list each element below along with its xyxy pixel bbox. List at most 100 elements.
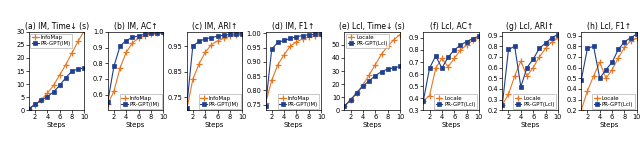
- PR-GPT(IM): [153, 32, 161, 33]
- InfoMap: [305, 36, 312, 38]
- Locale: [347, 99, 355, 101]
- InfoMap: [274, 64, 282, 66]
- X-axis label: Steps: Steps: [284, 122, 303, 128]
- InfoMap: [317, 34, 325, 36]
- InfoMap: [56, 74, 63, 76]
- Locale: [529, 67, 537, 68]
- Locale: [371, 64, 379, 65]
- InfoMap: [135, 37, 143, 39]
- InfoMap: [159, 32, 167, 33]
- Locale: [340, 105, 348, 107]
- Line: PR-GPT(IM): PR-GPT(IM): [264, 32, 323, 108]
- PR-GPT(IM): [214, 35, 221, 37]
- Locale: [589, 75, 597, 77]
- PR-GPT(Lcl): [463, 41, 470, 42]
- PR-GPT(IM): [116, 45, 124, 47]
- Line: PR-GPT(Lcl): PR-GPT(Lcl): [421, 34, 481, 103]
- Legend: InfoMap, PR-GPT(IM): InfoMap, PR-GPT(IM): [278, 94, 319, 109]
- InfoMap: [189, 79, 196, 80]
- PR-GPT(Lcl): [554, 34, 562, 35]
- Line: InfoMap: InfoMap: [184, 31, 245, 113]
- PR-GPT(IM): [56, 85, 63, 86]
- PR-GPT(Lcl): [347, 99, 355, 101]
- PR-GPT(IM): [274, 42, 282, 43]
- Locale: [627, 40, 634, 42]
- PR-GPT(IM): [292, 36, 300, 38]
- PR-GPT(Lcl): [602, 69, 610, 71]
- PR-GPT(Lcl): [451, 49, 458, 51]
- InfoMap: [183, 109, 191, 111]
- Locale: [463, 44, 470, 46]
- PR-GPT(Lcl): [596, 77, 604, 79]
- Locale: [577, 109, 585, 111]
- Line: InfoMap: InfoMap: [104, 30, 166, 107]
- PR-GPT(IM): [122, 40, 130, 41]
- Locale: [365, 74, 373, 76]
- PR-GPT(Lcl): [529, 58, 537, 60]
- InfoMap: [81, 30, 88, 31]
- Locale: [633, 37, 640, 39]
- Legend: Locale, PR-GPT(Lcl): Locale, PR-GPT(Lcl): [434, 94, 477, 109]
- PR-GPT(IM): [31, 104, 39, 105]
- PR-GPT(IM): [81, 67, 88, 69]
- PR-GPT(Lcl): [456, 44, 464, 46]
- Title: (e) Lcl, Time↓ (s): (e) Lcl, Time↓ (s): [339, 22, 405, 31]
- PR-GPT(Lcl): [475, 35, 483, 37]
- Locale: [390, 39, 397, 41]
- Line: InfoMap: InfoMap: [26, 27, 88, 112]
- PR-GPT(IM): [317, 33, 325, 35]
- PR-GPT(Lcl): [359, 85, 367, 87]
- Locale: [614, 57, 622, 59]
- InfoMap: [214, 40, 221, 42]
- PR-GPT(Lcl): [536, 48, 543, 49]
- InfoMap: [153, 33, 161, 34]
- Title: (f) Lcl, AC↑: (f) Lcl, AC↑: [429, 22, 473, 31]
- PR-GPT(IM): [74, 68, 82, 70]
- PR-GPT(IM): [202, 38, 209, 40]
- Line: PR-GPT(Lcl): PR-GPT(Lcl): [500, 32, 560, 107]
- PR-GPT(Lcl): [589, 45, 597, 47]
- PR-GPT(Lcl): [371, 75, 379, 77]
- X-axis label: Steps: Steps: [599, 122, 619, 128]
- Line: PR-GPT(Lcl): PR-GPT(Lcl): [579, 32, 639, 83]
- Locale: [456, 49, 464, 51]
- PR-GPT(IM): [68, 70, 76, 72]
- PR-GPT(Lcl): [523, 67, 531, 68]
- InfoMap: [287, 45, 294, 47]
- InfoMap: [141, 35, 148, 37]
- PR-GPT(IM): [299, 35, 307, 37]
- Locale: [359, 84, 367, 86]
- Locale: [378, 53, 385, 55]
- Line: InfoMap: InfoMap: [262, 32, 324, 106]
- Locale: [420, 100, 428, 101]
- InfoMap: [31, 104, 39, 106]
- InfoMap: [311, 35, 319, 37]
- PR-GPT(IM): [311, 33, 319, 35]
- PR-GPT(Lcl): [396, 66, 404, 67]
- Line: PR-GPT(Lcl): PR-GPT(Lcl): [342, 64, 402, 108]
- PR-GPT(IM): [189, 45, 196, 47]
- PR-GPT(IM): [44, 96, 51, 97]
- Locale: [554, 37, 562, 39]
- PR-GPT(IM): [104, 102, 111, 103]
- Locale: [517, 60, 525, 62]
- Locale: [426, 95, 433, 97]
- PR-GPT(IM): [207, 37, 215, 38]
- Legend: Locale, PR-GPT(Lcl): Locale, PR-GPT(Lcl): [592, 94, 635, 109]
- InfoMap: [226, 35, 234, 37]
- PR-GPT(IM): [305, 34, 312, 36]
- PR-GPT(IM): [195, 41, 203, 42]
- PR-GPT(IM): [141, 33, 148, 35]
- Line: PR-GPT(IM): PR-GPT(IM): [27, 66, 86, 111]
- Title: (h) Lcl, F1↑: (h) Lcl, F1↑: [587, 22, 631, 31]
- PR-GPT(Lcl): [438, 67, 445, 69]
- X-axis label: Steps: Steps: [520, 122, 540, 128]
- PR-GPT(IM): [287, 38, 294, 39]
- PR-GPT(IM): [226, 34, 234, 35]
- Locale: [511, 75, 518, 77]
- X-axis label: Steps: Steps: [47, 122, 67, 128]
- Line: Locale: Locale: [578, 35, 640, 113]
- Legend: InfoMap, PR-GPT(IM): InfoMap, PR-GPT(IM): [198, 94, 241, 109]
- InfoMap: [262, 102, 269, 104]
- InfoMap: [280, 54, 288, 56]
